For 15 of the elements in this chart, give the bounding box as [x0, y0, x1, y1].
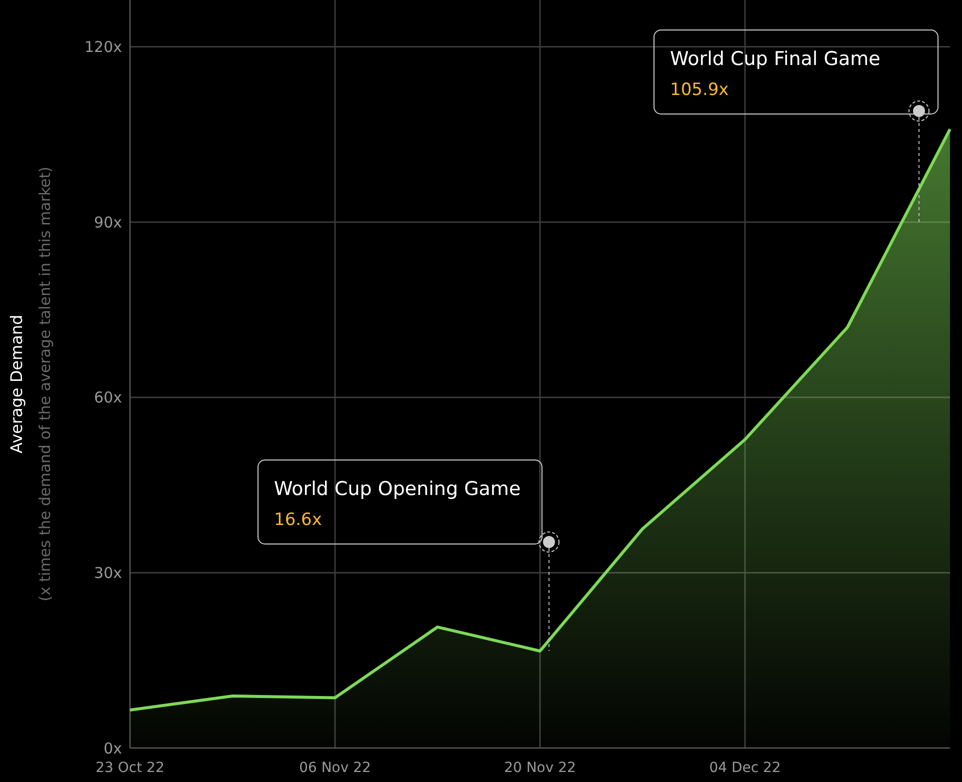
annotation: World Cup Opening Game: [274, 478, 521, 500]
y-axis-title: Average Demand: [7, 314, 26, 454]
annotation: 16.6x: [274, 510, 322, 530]
y-tick-label: 60x: [94, 388, 122, 407]
y-tick-label: 0x: [104, 739, 122, 758]
annotation: World Cup Final Game: [670, 48, 880, 70]
y-tick-label: 90x: [94, 213, 122, 232]
x-tick-label: 23 Oct 22: [96, 760, 164, 776]
y-tick-label: 120x: [84, 38, 122, 56]
x-tick-label: 04 Dec 22: [709, 760, 781, 776]
annotation: 105.9x: [670, 80, 729, 100]
x-tick-label: 20 Nov 22: [504, 760, 576, 776]
x-tick-label: 06 Nov 22: [299, 760, 371, 776]
text: (x times the demand of the average talent in this market): [36, 166, 54, 602]
y-tick-label: 30x: [94, 564, 122, 582]
